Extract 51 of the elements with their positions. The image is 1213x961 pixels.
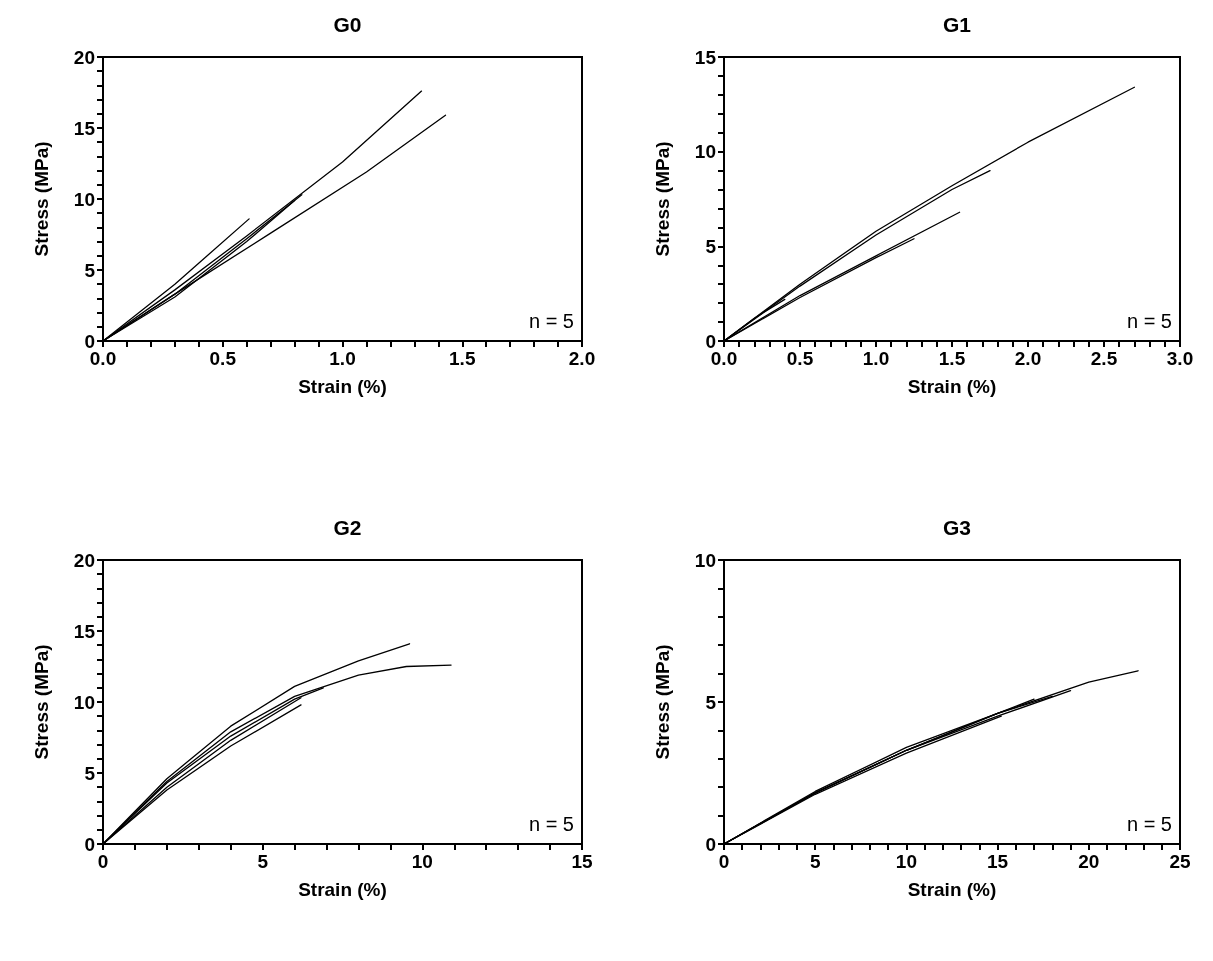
y-tick-label: 5 <box>84 259 96 281</box>
x-tick-label: 15 <box>987 851 1009 872</box>
annotation: n = 5 <box>1126 310 1172 332</box>
y-tick-label: 15 <box>73 620 96 642</box>
x-tick-label: 1.5 <box>449 348 476 369</box>
x-tick-label: 25 <box>1169 851 1191 872</box>
x-tick-label: 0 <box>97 851 109 872</box>
y-tick-label: 15 <box>73 117 96 139</box>
x-axis-title: Strain (%) <box>298 879 387 900</box>
annotation: n = 5 <box>1126 813 1172 835</box>
annotation: n = 5 <box>528 310 574 332</box>
y-tick-label: 20 <box>73 549 95 571</box>
x-tick-label: 1.0 <box>329 348 356 369</box>
x-tick-label: 3.0 <box>1166 348 1194 369</box>
x-tick-label: 20 <box>1078 851 1100 872</box>
y-axis-title: Stress (MPa) <box>31 644 52 760</box>
y-tick-label: 0 <box>705 833 716 855</box>
y-tick-label: 5 <box>84 762 96 784</box>
y-tick-label: 15 <box>694 46 717 68</box>
y-tick-label: 5 <box>705 691 717 713</box>
y-tick-label: 20 <box>73 46 95 68</box>
chart-title: G1 <box>942 13 972 36</box>
y-tick-label: 5 <box>705 235 717 257</box>
chart-title: G0 <box>333 13 362 36</box>
x-tick-label: 10 <box>895 851 917 872</box>
y-axis-title: Stress (MPa) <box>652 644 673 760</box>
x-tick-label: 0.5 <box>786 348 814 369</box>
y-tick-label: 0 <box>84 833 95 855</box>
x-tick-label: 5 <box>257 851 269 872</box>
x-tick-label: 1.0 <box>862 348 890 369</box>
x-tick-label: 5 <box>809 851 821 872</box>
x-tick-label: 10 <box>411 851 433 872</box>
x-axis-title: Strain (%) <box>907 376 997 397</box>
chart-title: G2 <box>333 516 362 539</box>
y-axis-title: Stress (MPa) <box>652 141 673 257</box>
y-tick-label: 10 <box>694 549 716 571</box>
x-axis-title: Strain (%) <box>298 376 387 397</box>
x-tick-label: 0.5 <box>209 348 237 369</box>
x-tick-label: 2.0 <box>1014 348 1042 369</box>
y-tick-label: 10 <box>73 691 95 713</box>
x-tick-label: 2.5 <box>1090 348 1118 369</box>
y-axis-title: Stress (MPa) <box>31 141 52 257</box>
chart-title: G3 <box>942 516 972 539</box>
x-tick-label: 1.5 <box>938 348 966 369</box>
y-tick-label: 10 <box>694 141 716 163</box>
x-tick-label: 15 <box>571 851 593 872</box>
annotation: n = 5 <box>528 813 574 835</box>
x-axis-title: Strain (%) <box>907 879 997 900</box>
y-tick-label: 10 <box>73 188 95 210</box>
x-tick-label: 2.0 <box>568 348 596 369</box>
x-tick-label: 0 <box>718 851 730 872</box>
